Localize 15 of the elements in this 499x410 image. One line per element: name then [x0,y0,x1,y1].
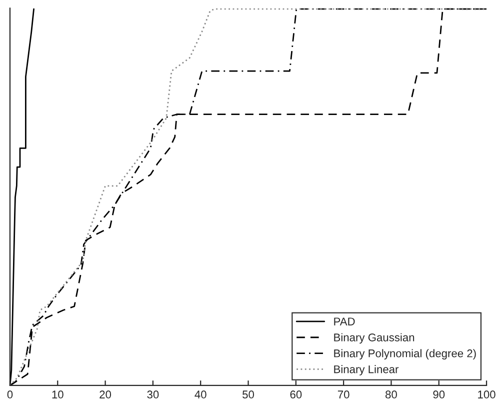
legend-label: Binary Polynomial (degree 2) [334,349,476,360]
legend-label: PAD [334,318,355,326]
x-tick-label: 30 [147,390,159,398]
legend-label: Binary Linear [334,365,399,376]
x-tick-label: 90 [433,390,445,398]
x-tick-label: 10 [52,390,64,398]
x-tick-label: 80 [386,390,397,398]
x-tick-label: 0 [7,390,13,398]
legend-label: Binary Gaussian [334,333,414,344]
x-tick-label: 50 [242,390,254,398]
x-tick-label: 70 [338,390,350,398]
x-tick-label: 40 [194,390,206,398]
x-tick-label: 20 [100,390,112,398]
x-tick-label: 60 [290,390,302,398]
x-tick-label: 100 [478,390,496,398]
